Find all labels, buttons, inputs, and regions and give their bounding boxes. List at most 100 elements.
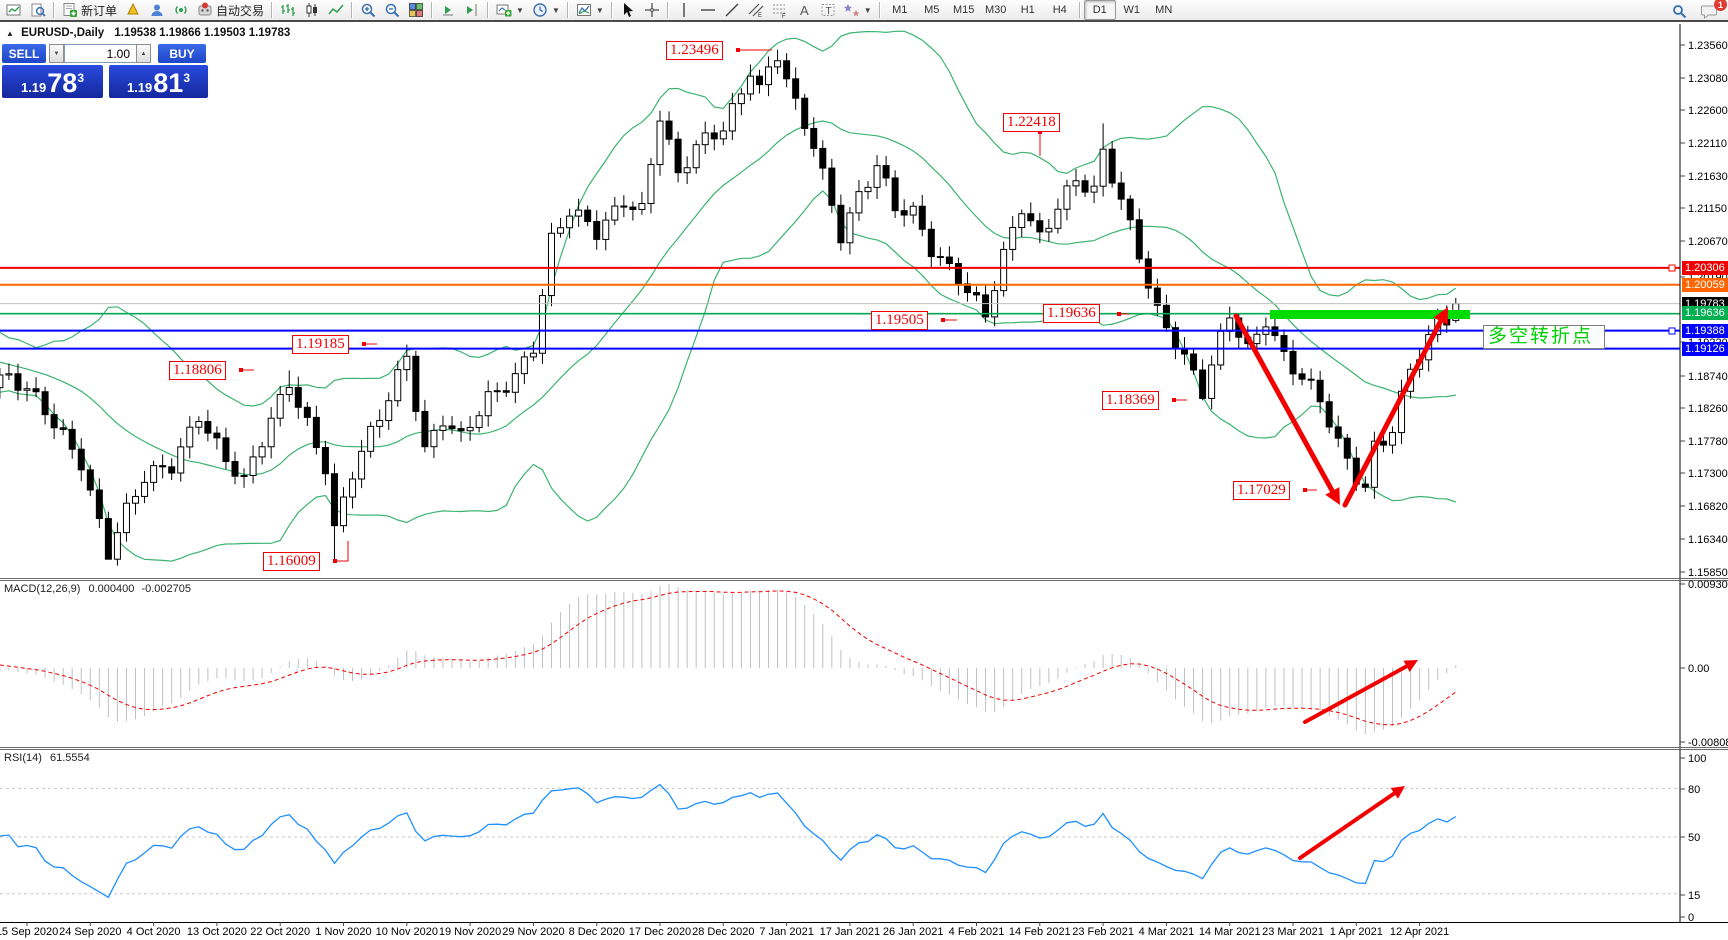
bars-chart-button[interactable] [276,0,300,21]
period-button[interactable]: ▼ [528,0,564,21]
rsi-arrow[interactable] [1298,786,1405,860]
price-annotation-label[interactable]: 1.18806 [169,361,226,380]
macd-axis-label: 0.009301 [1688,579,1728,591]
timeframe-button-m15[interactable]: M15 [953,4,975,16]
channel-button[interactable]: E [744,0,768,21]
line-selection-handle[interactable] [1668,327,1676,335]
auto-scroll-button[interactable] [436,0,460,21]
trend-arrow-down[interactable] [1233,313,1340,505]
zoom-in-button[interactable] [356,0,380,21]
cursor-button[interactable] [616,0,640,21]
zoom-page-button[interactable] [26,0,50,21]
chart-yellow-icon [125,2,141,18]
label-t-button[interactable]: T [816,0,840,21]
chevron-up-icon: ▲ [140,50,147,57]
text-a-button[interactable]: A [792,0,816,21]
toolbar-separator [53,2,55,18]
chevron-down-icon: ▼ [516,5,524,15]
time-tick-label: 7 Jan 2021 [759,926,813,938]
signals-button[interactable] [169,0,193,21]
community-button[interactable] [145,0,169,21]
chevron-down-icon: ▼ [595,5,604,15]
rsi-axis-label: 15 [1688,890,1700,902]
trendline-icon [724,2,740,18]
candle-chart-icon [304,2,320,18]
notifications-button[interactable]: 1 [1697,0,1727,22]
sell-price-display[interactable]: 1.19 78 3 [2,65,103,98]
volume-input[interactable] [64,44,136,63]
new-order-label: 新订单 [81,3,118,18]
bull-bear-turning-point-note[interactable]: 多空转折点 [1483,325,1605,349]
line-chart-button[interactable] [324,0,348,21]
chart-window-button[interactable] [2,0,26,21]
hline-button[interactable] [696,0,720,21]
community-icon [149,2,165,18]
price-tick-label: 1.18260 [1688,403,1728,415]
price-annotation-label[interactable]: 1.16009 [263,552,320,571]
price-annotation-label[interactable]: 1.22418 [1003,113,1060,132]
horizontal-level-lines[interactable] [0,266,1680,350]
candle-chart-button[interactable] [300,0,324,21]
trend-arrow-up[interactable] [1342,307,1448,508]
new-order-button[interactable]: 新订单 [58,0,121,21]
autotrade-button[interactable]: 自动交易 [193,0,268,21]
price-annotation-label[interactable]: 1.19505 [871,311,928,330]
buy-button[interactable]: BUY [158,44,206,63]
price-annotation-label[interactable]: 1.19636 [1043,304,1100,323]
price-annotation-label[interactable]: 1.23496 [666,41,723,60]
chart-shift-button[interactable] [460,0,484,21]
price-annotation-label[interactable]: 1.18369 [1102,391,1159,410]
buy-price-small: 1.19 [126,80,153,95]
volume-increase-button[interactable]: ▲ [136,44,151,63]
price-axis-badge: 1.19388 [1682,324,1728,338]
timeframe-button-w1[interactable]: W1 [1123,4,1140,16]
search-icon [1673,4,1687,18]
tile-windows-button[interactable] [404,0,428,21]
shapes-button[interactable]: ▼ [840,0,876,21]
price-axis-badge: 1.19126 [1682,342,1728,356]
vline-button[interactable] [672,0,696,21]
svg-text:F: F [782,14,786,18]
zoom-out-button[interactable] [380,0,404,21]
green-zone-rectangle[interactable] [1270,310,1470,319]
toolbar-separator [666,2,669,18]
profiles-button[interactable]: ▼ [572,0,608,21]
buy-price-display[interactable]: 1.19 81 3 [109,65,208,98]
time-tick-label: 4 Mar 2021 [1139,926,1195,938]
price-tick-label: 1.23560 [1688,40,1728,52]
timeframe-button-m5[interactable]: M5 [924,4,940,16]
period-icon [532,2,548,18]
new-order-icon [62,2,78,18]
price-annotation-label[interactable]: 1.19185 [292,335,349,354]
timeframe-button-h4[interactable]: H4 [1052,4,1067,16]
vline-icon [676,2,692,18]
fibonacci-button[interactable]: F [768,0,792,21]
crosshair-button[interactable] [640,0,664,21]
svg-text:E: E [758,13,762,18]
time-tick-label: 4 Feb 2021 [949,926,1005,938]
new-chart-button[interactable]: ▼ [492,0,528,21]
chevron-down-icon: ▼ [863,5,872,15]
sell-button[interactable]: SELL [2,44,46,63]
cursor-icon [620,2,636,18]
trendline-button[interactable] [720,0,744,21]
toolbar-separator [878,2,881,18]
timeframe-button-mn[interactable]: MN [1155,4,1173,16]
macd-arrow[interactable] [1303,660,1418,724]
timeframe-button-m1[interactable]: M1 [892,4,908,16]
toolbar-separator [1078,2,1081,18]
crosshair-icon [644,2,660,18]
search-button[interactable] [1668,0,1691,22]
volume-decrease-button[interactable]: ▼ [49,44,64,63]
price-axis-badge: 1.20059 [1682,278,1728,292]
timeframe-button-h1[interactable]: H1 [1020,4,1035,16]
line-selection-handle[interactable] [1668,264,1676,272]
svg-text:T: T [825,6,831,17]
time-tick-label: 15 Sep 2020 [0,926,58,938]
timeframe-button-m30[interactable]: M30 [985,4,1007,16]
timeframe-button-d1[interactable]: D1 [1083,0,1116,20]
price-tick-label: 1.22110 [1688,138,1727,150]
chart-yellow-button[interactable] [121,0,145,21]
price-annotation-label[interactable]: 1.17029 [1233,481,1290,500]
